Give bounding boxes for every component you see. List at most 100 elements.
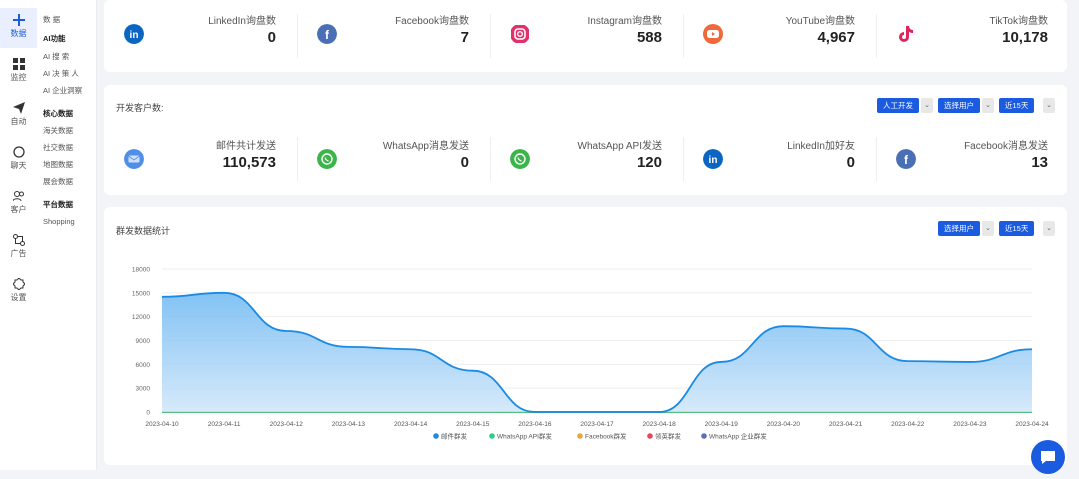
stat-value: 588 <box>636 29 662 46</box>
select-user-button[interactable]: 选择用户 <box>938 98 980 113</box>
subnav-item-shopping[interactable]: Shopping <box>43 217 75 226</box>
subnav-item-expo[interactable]: 展会数据 <box>43 177 73 186</box>
rail-label: 自动 <box>10 117 27 126</box>
x-tick-label: 2023-04-12 <box>270 421 304 428</box>
y-tick-label: 18000 <box>132 267 150 274</box>
stat-value: 0 <box>267 29 276 46</box>
chevron-down-icon[interactable]: ⌄ <box>1043 221 1055 236</box>
x-tick-label: 2023-04-19 <box>705 421 739 428</box>
rail-item-settings[interactable]: 设置 <box>0 272 37 312</box>
y-tick-label: 6000 <box>136 362 151 369</box>
subnav-item-ai-company-insight[interactable]: AI 企业洞察 <box>43 86 83 95</box>
chat-button[interactable] <box>1031 440 1065 474</box>
stat-value: 0 <box>460 154 469 171</box>
series-line <box>161 291 1033 413</box>
svg-text:f: f <box>904 153 909 167</box>
chat-icon <box>12 146 25 158</box>
mail-icon <box>124 149 144 169</box>
stat-label: Instagram询盘数 <box>587 16 662 27</box>
subnav-item-data[interactable]: 数 据 <box>43 15 61 24</box>
y-tick-label: 3000 <box>136 386 151 393</box>
stat-whatsapp-messages: WhatsApp消息发送 0 <box>297 137 487 185</box>
stat-linkedin-friends: in LinkedIn加好友 0 <box>683 137 873 185</box>
x-tick-label: 2023-04-21 <box>829 421 863 428</box>
facebook-icon: f <box>317 24 337 44</box>
stat-label: Facebook询盘数 <box>395 16 469 27</box>
x-tick-label: 2023-04-22 <box>891 421 925 428</box>
legend-swatch <box>489 433 495 439</box>
subnav-item-ai-search[interactable]: AI 搜 索 <box>43 52 70 61</box>
monitor-icon <box>12 58 25 70</box>
subnav-item-customs[interactable]: 海关数据 <box>43 126 73 135</box>
subnav-item-ai-decision-maker[interactable]: AI 决 策 人 <box>43 69 79 78</box>
stat-label: YouTube询盘数 <box>785 16 855 27</box>
x-tick-label: 2023-04-18 <box>643 421 677 428</box>
rail-label: 设置 <box>10 293 27 302</box>
rail-label: 广告 <box>10 249 27 258</box>
x-tick-label: 2023-04-15 <box>456 421 490 428</box>
chevron-down-icon[interactable]: ⌄ <box>921 98 933 113</box>
sub-navigation: 数 据 AI功能 AI 搜 索 AI 决 策 人 AI 企业洞察 核心数据 海关… <box>38 0 97 470</box>
legend-swatch <box>433 433 439 439</box>
development-stats-card: 开发客户数: 人工开发 ⌄ 选择用户 ⌄ 近15天 ⌄ 邮件共计发送 110,5… <box>104 85 1067 195</box>
linkedin-icon: in <box>703 149 723 169</box>
legend-label: Facebook群发 <box>585 432 627 441</box>
x-tick-label: 2023-04-14 <box>394 421 428 428</box>
tiktok-icon <box>899 26 913 42</box>
subnav-item-map[interactable]: 地图数据 <box>43 160 73 169</box>
x-tick-label: 2023-04-16 <box>518 421 552 428</box>
stat-value: 0 <box>846 154 855 171</box>
facebook-icon: f <box>896 149 916 169</box>
stat-label: LinkedIn加好友 <box>787 141 855 152</box>
rail-label: 数据 <box>10 29 27 38</box>
stat-value: 13 <box>1031 154 1048 171</box>
rail-item-ads[interactable]: 广告 <box>0 228 37 268</box>
chevron-down-icon[interactable]: ⌄ <box>982 221 994 236</box>
select-user-button[interactable]: 选择用户 <box>938 221 980 236</box>
x-tick-label: 2023-04-10 <box>145 421 179 428</box>
divider <box>490 137 491 181</box>
subnav-group-platform: 平台数据 <box>43 200 73 209</box>
last-15-days-button[interactable]: 近15天 <box>999 98 1035 113</box>
legend-label: 领英群发 <box>655 432 682 441</box>
stat-tiktok-inquiries: TikTok询盘数 10,178 <box>876 12 1066 60</box>
x-tick-label: 2023-04-11 <box>208 421 241 428</box>
settings-icon <box>12 278 25 290</box>
chevron-down-icon[interactable]: ⌄ <box>982 98 994 113</box>
stat-label: Facebook消息发送 <box>964 141 1048 152</box>
x-tick-label: 2023-04-17 <box>580 421 614 428</box>
y-tick-label: 9000 <box>136 338 151 345</box>
svg-text:f: f <box>325 28 330 42</box>
instagram-icon <box>511 25 529 43</box>
x-tick-label: 2023-04-23 <box>953 421 987 428</box>
stat-label: 邮件共计发送 <box>216 141 276 152</box>
x-tick-label: 2023-04-13 <box>332 421 366 428</box>
subnav-group-ai: AI功能 <box>43 34 66 43</box>
rail-item-customers[interactable]: 客户 <box>0 184 37 224</box>
rail-item-monitor[interactable]: 监控 <box>0 52 37 92</box>
legend-swatch <box>701 433 707 439</box>
legend-label: WhatsApp 企业群发 <box>709 432 767 441</box>
rail-label: 聊天 <box>10 161 27 170</box>
divider <box>683 14 684 58</box>
whatsapp-icon <box>510 149 530 169</box>
rail-item-chat[interactable]: 聊天 <box>0 140 37 180</box>
stat-value: 7 <box>460 29 469 46</box>
divider <box>297 137 298 181</box>
divider <box>683 137 684 181</box>
y-tick-label: 15000 <box>132 290 150 297</box>
stat-label: TikTok询盘数 <box>989 16 1048 27</box>
stat-value: 10,178 <box>1002 29 1048 46</box>
rail-item-auto[interactable]: 自动 <box>0 96 37 136</box>
divider <box>876 137 877 181</box>
divider <box>297 14 298 58</box>
section-title: 开发客户数: <box>116 103 164 113</box>
manual-dev-button[interactable]: 人工开发 <box>877 98 919 113</box>
bulk-send-chart-card: 群发数据统计 选择用户 ⌄ 近15天 ⌄ 0 3000 6000 9000 12000 1… <box>104 207 1067 465</box>
chevron-down-icon[interactable]: ⌄ <box>1043 98 1055 113</box>
stat-value: 110,573 <box>222 154 276 171</box>
svg-text:in: in <box>130 30 139 41</box>
last-15-days-button[interactable]: 近15天 <box>999 221 1035 236</box>
subnav-item-social[interactable]: 社交数据 <box>43 143 73 152</box>
rail-item-data[interactable]: 数据 <box>0 8 37 48</box>
